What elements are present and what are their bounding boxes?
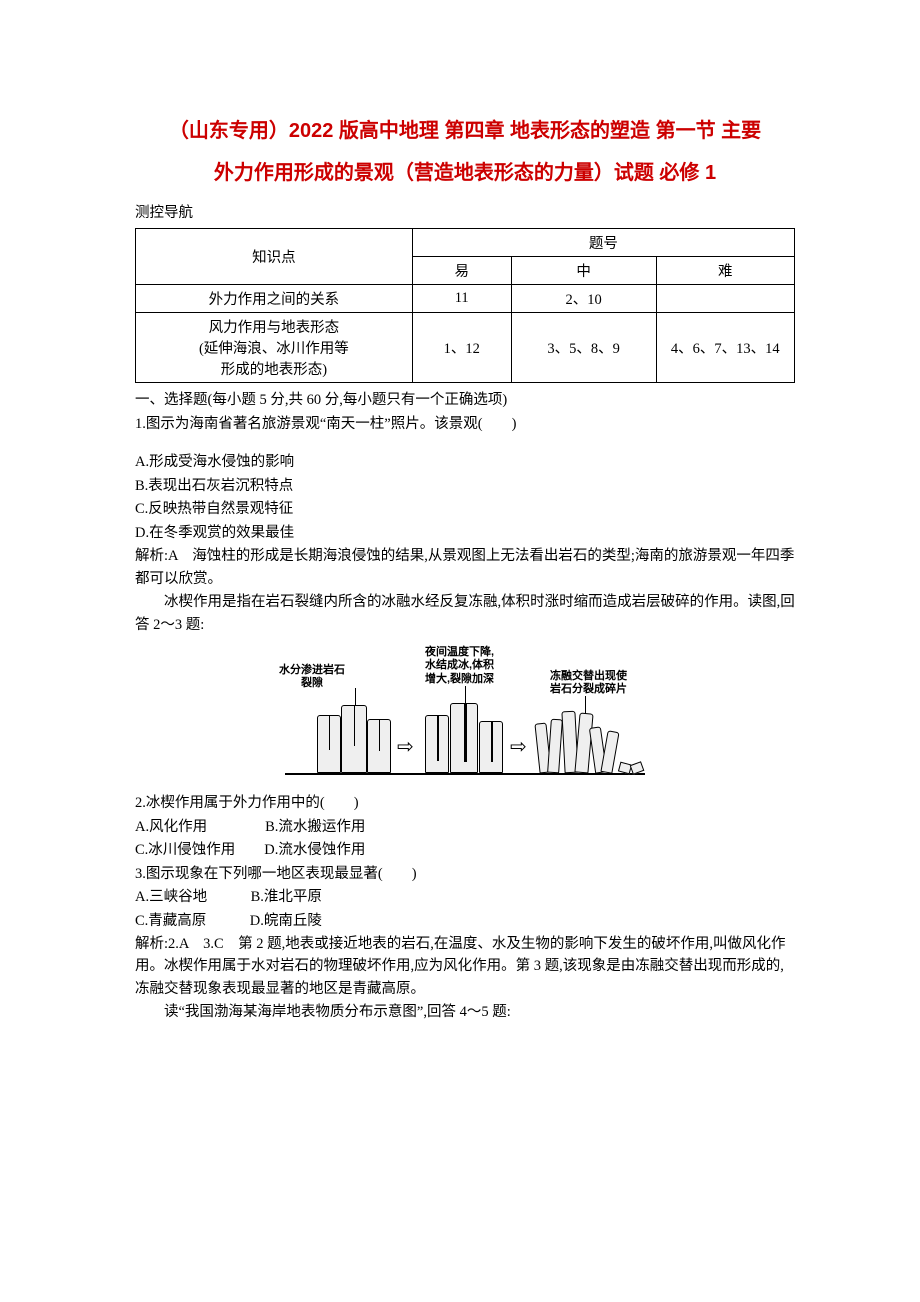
q4-5-intro: 读“我国渤海某海岸地表物质分布示意图”,回答 4～5 题: — [135, 1001, 795, 1023]
cell-k1: 外力作用之间的关系 — [136, 285, 413, 313]
fig-label-3b: 岩石分裂成碎片 — [550, 683, 627, 696]
section-1-heading: 一、选择题(每小题 5 分,共 60 分,每小题只有一个正确选项) — [135, 389, 795, 411]
q3-stem: 3.图示现象在下列哪一地区表现最显著( ) — [135, 863, 795, 885]
answer-2-3: 解析:2.A 3.C 第 2 题,地表或接近地表的岩石,在温度、水及生物的影响下… — [135, 933, 795, 1000]
cell-k2: 风力作用与地表形态 (延伸海浪、冰川作用等 形成的地表形态) — [136, 313, 413, 383]
rock-stage-1 — [317, 703, 392, 773]
title-line-2: 外力作用形成的景观（营造地表形态的力量）试题 必修 1 — [135, 152, 795, 194]
title-line-1: （山东专用）2022 版高中地理 第四章 地表形态的塑造 第一节 主要 — [135, 110, 795, 152]
cell-hard2: 4、6、7、13、14 — [656, 313, 794, 383]
spacer — [135, 436, 795, 450]
q3-opt-ab: A.三峡谷地 B.淮北平原 — [135, 886, 795, 908]
q1-opt-a: A.形成受海水侵蚀的影响 — [135, 451, 795, 473]
q1-opt-d: D.在冬季观赏的效果最佳 — [135, 522, 795, 544]
fig-label-1b: 裂隙 — [279, 677, 345, 690]
frost-intro: 冰楔作用是指在岩石裂缝内所含的冰融水经反复冻融,体积时涨时缩而造成岩层破碎的作用… — [135, 591, 795, 636]
cell-k2-l3: 形成的地表形态) — [142, 358, 406, 379]
ground-line — [285, 773, 645, 775]
fig-label-2c: 增大,裂隙加深 — [425, 673, 494, 686]
rock-stage-2 — [425, 703, 505, 773]
q1-answer: 解析:A 海蚀柱的形成是长期海浪侵蚀的结果,从景观图上无法看出岩石的类型;海南的… — [135, 545, 795, 590]
q2-opt-cd: C.冰川侵蚀作用 D.流水侵蚀作用 — [135, 839, 795, 861]
q2-stem: 2.冰楔作用属于外力作用中的( ) — [135, 792, 795, 814]
cell-mid1: 2、10 — [511, 285, 656, 313]
fig-label-2a: 夜间温度下降, — [425, 646, 494, 659]
table-row: 风力作用与地表形态 (延伸海浪、冰川作用等 形成的地表形态) 1、12 3、5、… — [136, 313, 795, 383]
q1-stem: 1.图示为海南省著名旅游景观“南天一柱”照片。该景观( ) — [135, 413, 795, 435]
fig-label-2b: 水结成冰,体积 — [425, 659, 494, 672]
q2-opt-ab: A.风化作用 B.流水搬运作用 — [135, 816, 795, 838]
th-knowledge: 知识点 — [136, 229, 413, 285]
fig-label-3a: 冻融交替出现使 — [550, 670, 627, 683]
fig-label-1a: 水分渗进岩石 — [279, 664, 345, 677]
cell-hard1 — [656, 285, 794, 313]
q1-opt-c: C.反映热带自然景观特征 — [135, 498, 795, 520]
question-matrix-table: 知识点 题号 易 中 难 外力作用之间的关系 11 2、10 风力作用与地表形态… — [135, 228, 795, 383]
cell-easy1: 11 — [412, 285, 511, 313]
arrow-icon: ⇨ — [397, 734, 414, 759]
arrow-icon: ⇨ — [510, 734, 527, 759]
th-medium: 中 — [511, 257, 656, 285]
th-number: 题号 — [412, 229, 794, 257]
cell-k2-l2: (延伸海浪、冰川作用等 — [142, 337, 406, 358]
th-hard: 难 — [656, 257, 794, 285]
q3-opt-cd: C.青藏高原 D.皖南丘陵 — [135, 910, 795, 932]
th-easy: 易 — [412, 257, 511, 285]
cell-k2-l1: 风力作用与地表形态 — [142, 316, 406, 337]
cell-mid2: 3、5、8、9 — [511, 313, 656, 383]
q1-opt-b: B.表现出石灰岩沉积特点 — [135, 475, 795, 497]
cell-easy2: 1、12 — [412, 313, 511, 383]
rock-stage-3 — [537, 703, 637, 773]
table-row: 外力作用之间的关系 11 2、10 — [136, 285, 795, 313]
nav-label: 测控导航 — [135, 202, 795, 224]
frost-wedging-figure: 水分渗进岩石 裂隙 夜间温度下降, 水结成冰,体积 增大,裂隙加深 冻融交替出现… — [135, 646, 795, 786]
